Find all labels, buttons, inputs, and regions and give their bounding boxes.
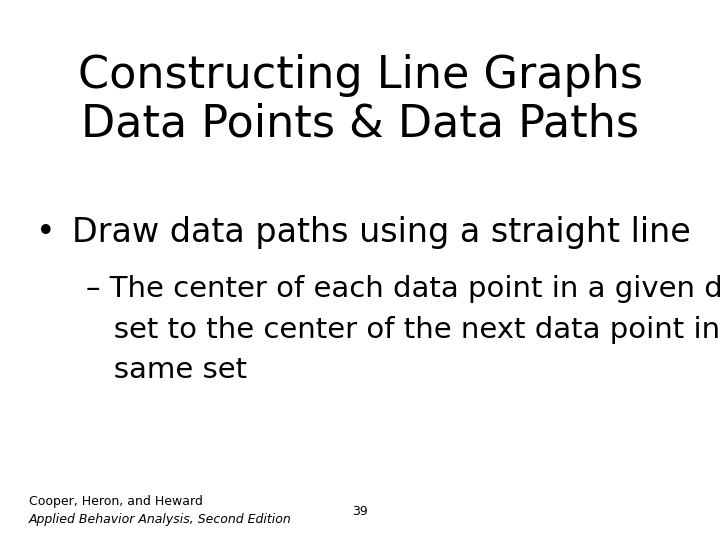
Text: set to the center of the next data point in the: set to the center of the next data point… <box>86 316 720 344</box>
Text: Constructing Line Graphs
Data Points & Data Paths: Constructing Line Graphs Data Points & D… <box>78 54 642 145</box>
Text: – The center of each data point in a given data: – The center of each data point in a giv… <box>86 275 720 303</box>
Text: 39: 39 <box>352 505 368 518</box>
Text: Cooper, Heron, and Heward: Cooper, Heron, and Heward <box>29 495 202 508</box>
Text: Applied Behavior Analysis, Second Edition: Applied Behavior Analysis, Second Editio… <box>29 514 292 526</box>
Text: •: • <box>36 216 55 249</box>
Text: same set: same set <box>86 356 248 384</box>
Text: Draw data paths using a straight line: Draw data paths using a straight line <box>72 216 690 249</box>
